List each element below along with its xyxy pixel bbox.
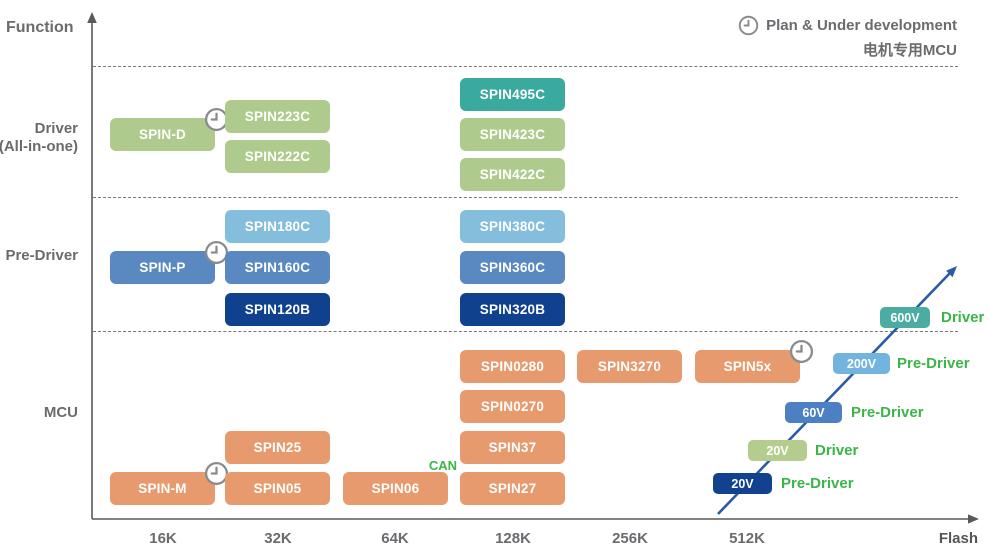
voltage-badge-200V: 200V [833,353,890,374]
x-tick-128K: 128K [495,530,531,547]
row-separator [93,331,958,332]
product-label: SPIN27 [488,481,537,496]
can-tag: CAN [428,458,457,473]
product-SPIN223C: SPIN223C [225,100,330,133]
product-label: SPIN360C [479,260,546,275]
voltage-badge-label: 20V [731,476,754,491]
row-label-pre_driver: Pre-Driver [0,247,78,265]
product-label: SPIN37 [488,440,537,455]
voltage-role-label: Pre-Driver [781,475,854,492]
product-SPIN-P: SPIN-P [110,240,229,284]
product-SPIN25: SPIN25 [225,431,330,464]
product-label: SPIN-M [138,481,187,496]
product-SPIN-D: SPIN-D [110,107,229,151]
growth-arrow-head-icon [946,266,957,278]
product-label: SPIN223C [244,109,311,124]
product-label: SPIN222C [244,149,311,164]
voltage-badge-label: 200V [846,356,877,371]
product-SPIN-M: SPIN-M [110,461,229,505]
row-label-mcu: MCU [0,404,78,422]
product-SPIN3270: SPIN3270 [577,350,682,383]
x-tick-16K: 16K [149,530,177,547]
product-SPIN380C: SPIN380C [460,210,565,243]
product-label: SPIN06 [371,481,420,496]
row-label-driver: Driver (All-in-one) [0,120,78,156]
voltage-badge-label: 60V [802,405,825,420]
product-label: SPIN180C [244,219,311,234]
clock-icon [738,15,759,36]
product-label: SPIN-D [139,127,186,142]
x-tick-64K: 64K [381,530,409,547]
legend-subtitle: 电机专用MCU [862,42,957,59]
product-SPIN180C: SPIN180C [225,210,330,243]
product-SPIN160C: SPIN160C [225,251,330,284]
voltage-badge-600V: 600V [880,307,930,328]
voltage-badge-label: 20V [766,443,789,458]
legend: Plan & Under development [738,15,957,36]
legend-label: Plan & Under development [766,17,957,34]
product-SPIN37: SPIN37 [460,431,565,464]
product-label: SPIN3270 [597,359,662,374]
product-SPIN5x: SPIN5x [695,339,814,383]
product-label: SPIN0280 [480,359,545,374]
y-axis-arrowhead-icon [87,12,97,23]
clock-icon [789,339,814,364]
product-label: SPIN5x [723,359,772,374]
product-label: SPIN422C [479,167,546,182]
product-SPIN0270: SPIN0270 [460,390,565,423]
product-label: SPIN495C [479,87,546,102]
product-label: SPIN160C [244,260,311,275]
product-SPIN360C: SPIN360C [460,251,565,284]
product-SPIN495C: SPIN495C [460,78,565,111]
row-label-line: Driver [34,120,78,137]
product-SPIN06: SPIN06 CAN [343,458,457,505]
product-label: SPIN423C [479,127,546,142]
product-label: SPIN380C [479,219,546,234]
y-axis-title: Function [6,19,74,36]
x-tick-512K: 512K [729,530,765,547]
product-SPIN05: SPIN05 [225,472,330,505]
voltage-badge-20V: 20V [748,440,807,461]
voltage-role-label: Pre-Driver [851,404,924,421]
x-tick-32K: 32K [264,530,292,547]
row-separator [93,197,958,198]
product-SPIN27: SPIN27 [460,472,565,505]
product-SPIN222C: SPIN222C [225,140,330,173]
row-label-line: MCU [43,404,78,421]
voltage-badge-20V: 20V [713,473,772,494]
product-SPIN422C: SPIN422C [460,158,565,191]
product-SPIN0280: SPIN0280 [460,350,565,383]
product-label: SPIN320B [479,302,546,317]
row-label-line: Pre-Driver [5,247,78,264]
x-axis-title: Flash [938,530,978,547]
voltage-badge-label: 600V [890,310,920,325]
row-separator [93,66,958,67]
product-label: SPIN05 [253,481,302,496]
voltage-role-label: Pre-Driver [897,355,970,372]
row-label-line: (All-in-one) [0,138,78,155]
x-tick-256K: 256K [612,530,648,547]
voltage-role-label: Driver [941,309,985,326]
product-SPIN423C: SPIN423C [460,118,565,151]
product-SPIN320B: SPIN320B [460,293,565,326]
product-SPIN120B: SPIN120B [225,293,330,326]
voltage-badge-60V: 60V [785,402,842,423]
product-label: SPIN25 [253,440,302,455]
x-axis-arrowhead-icon [968,514,979,524]
product-label: SPIN120B [244,302,311,317]
voltage-role-label: Driver [815,442,859,459]
product-label: SPIN0270 [480,399,545,414]
product-label: SPIN-P [139,260,186,275]
